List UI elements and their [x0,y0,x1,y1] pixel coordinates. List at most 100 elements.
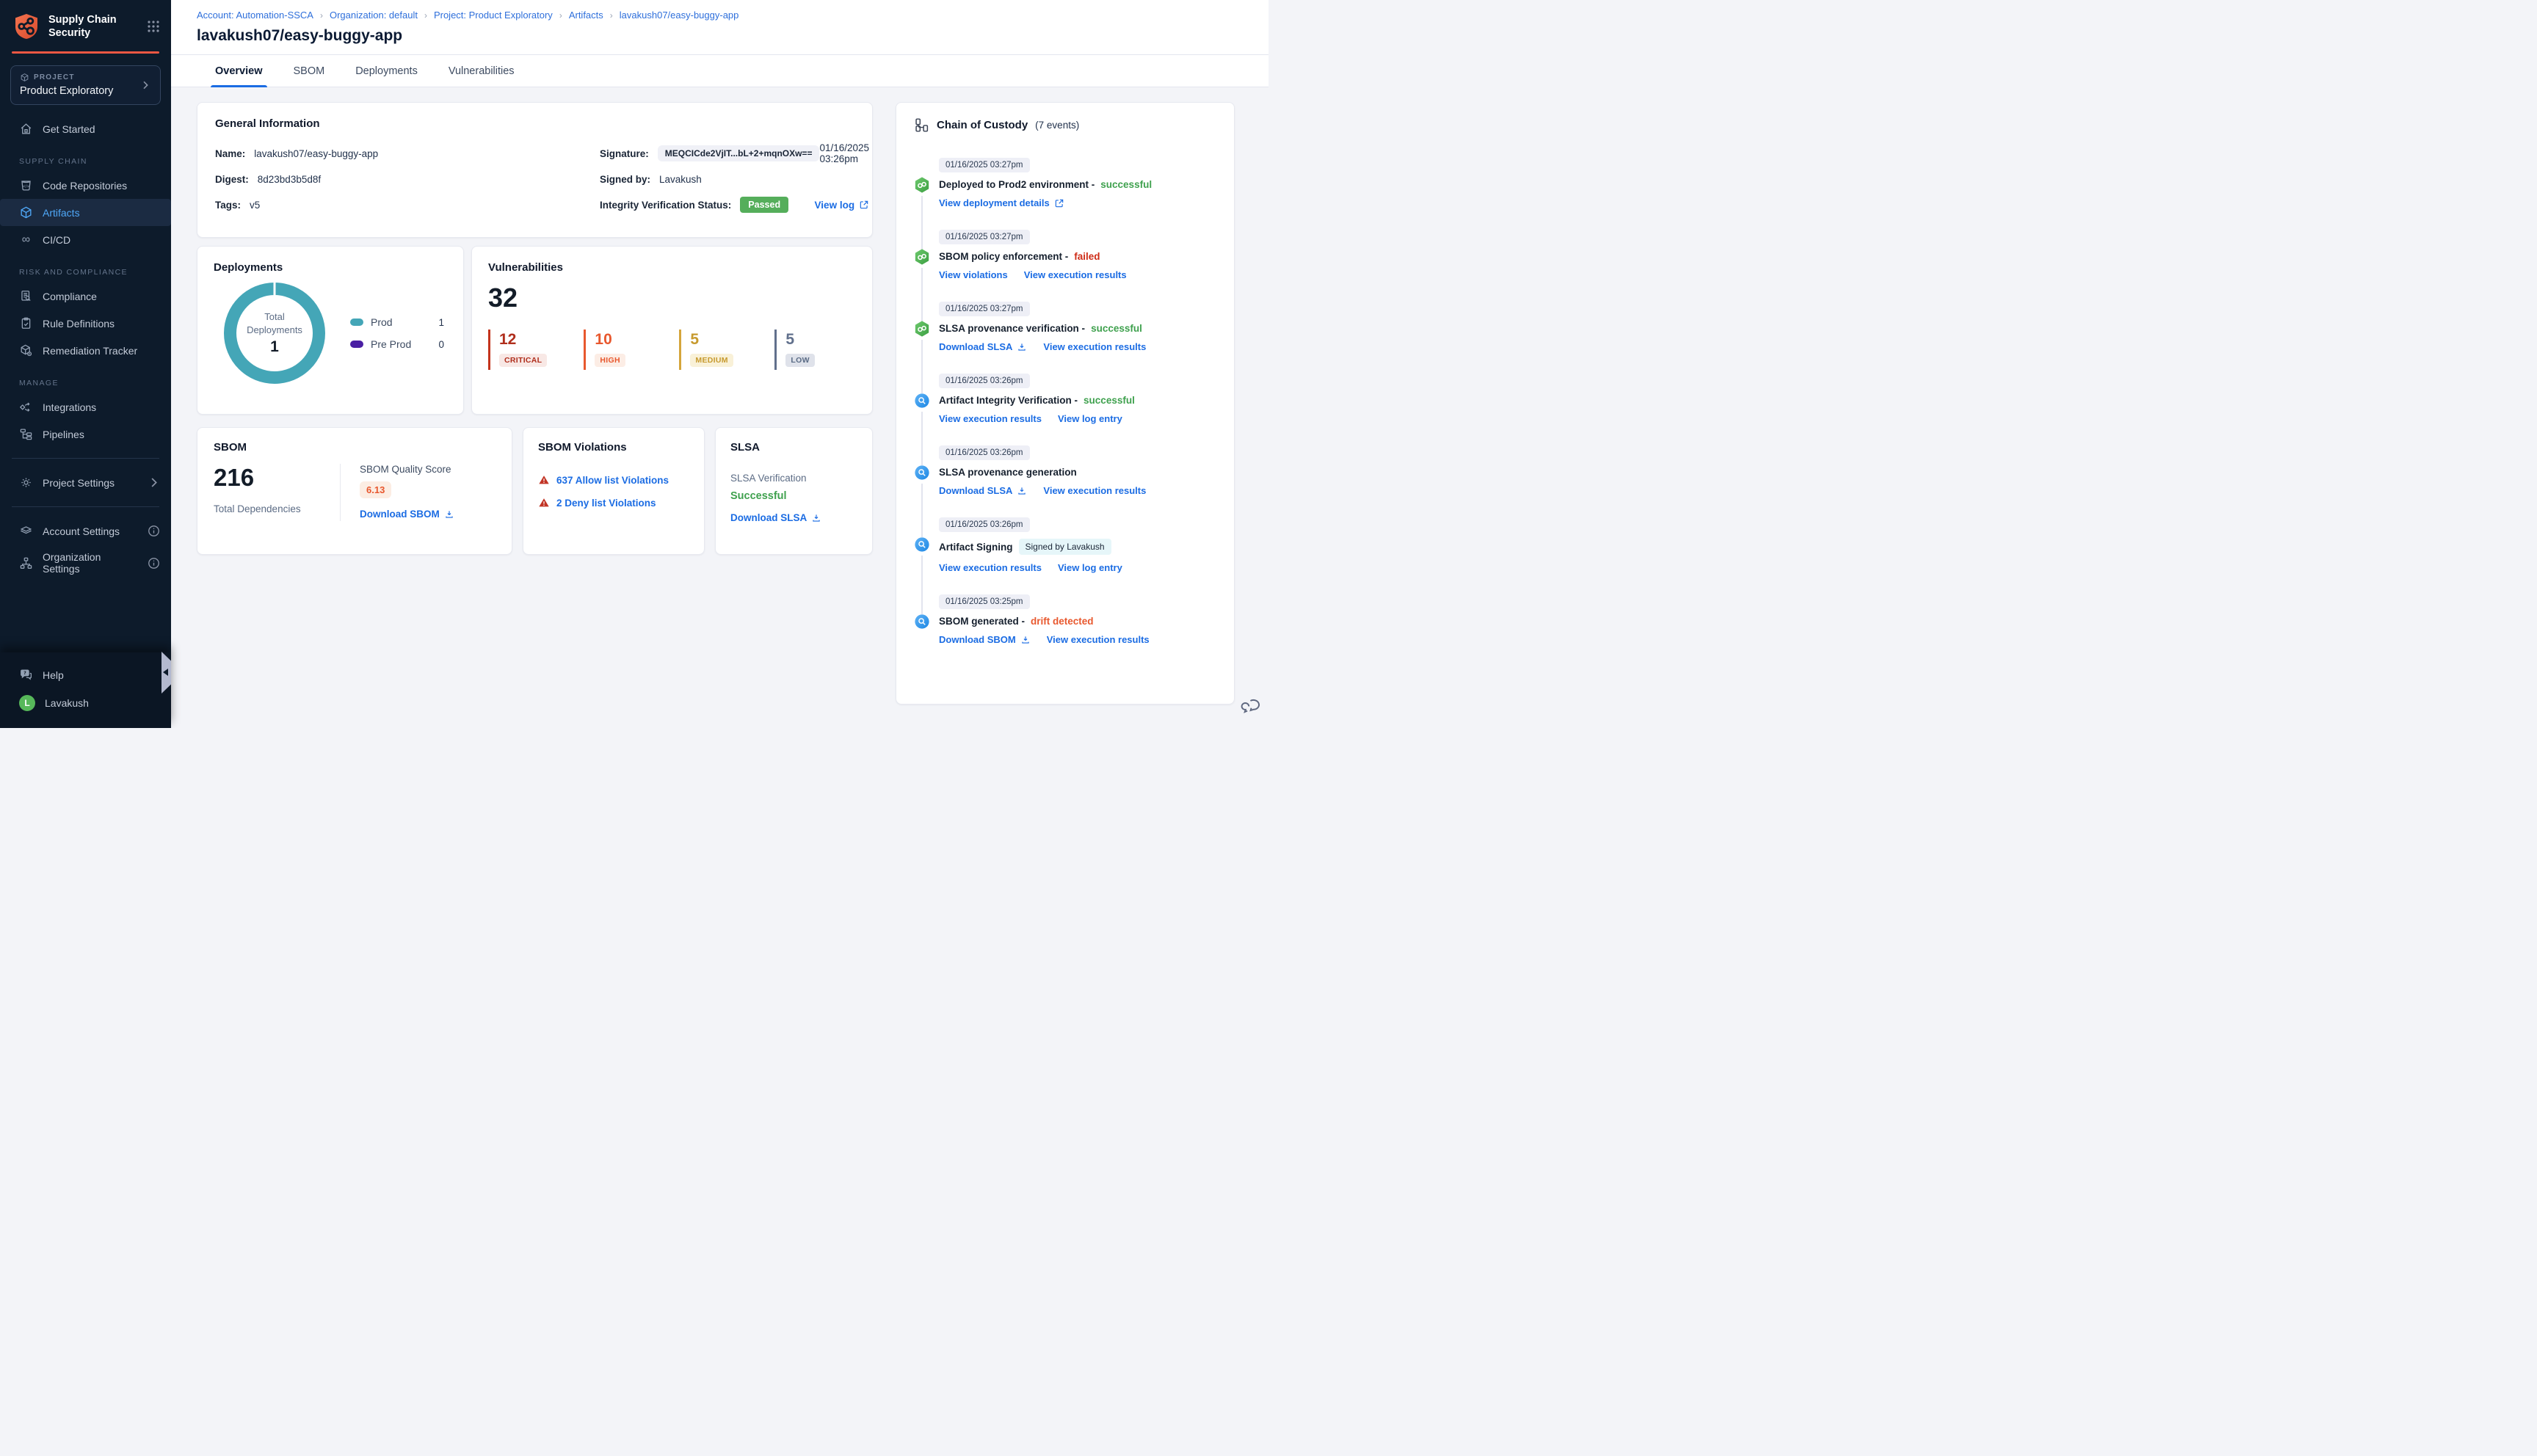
event-timestamp: 01/16/2025 03:27pm [939,158,1030,172]
download-slsa-link[interactable]: Download SLSA [730,512,821,523]
view-execution-results-link[interactable]: View execution results [1043,485,1147,496]
sbom-violations-title: SBOM Violations [538,441,627,454]
sidebar-item-account-settings[interactable]: Account Settings [0,517,171,545]
tab-overview[interactable]: Overview [211,58,266,87]
chain-of-custody-title: Chain of Custody [937,119,1028,131]
event-title: SBOM policy enforcement - [939,251,1069,262]
breadcrumb-organization[interactable]: Organization: default [329,10,418,21]
scan-step-icon [915,537,929,552]
donut-center-label-2: Deployments [247,324,302,335]
project-label: PROJECT [34,73,75,81]
clipboard-check-icon [21,317,31,329]
view-execution-results-link[interactable]: View execution results [1046,634,1150,645]
collapse-left-arrow-icon [163,669,168,676]
breadcrumb-artifact-name[interactable]: lavakush07/easy-buggy-app [619,10,739,21]
sidebar-item-rule-definitions[interactable]: Rule Definitions [0,310,171,337]
sidebar-item-pipelines[interactable]: Pipelines [0,421,171,448]
slsa-verification-label: SLSA Verification [730,473,807,484]
tags-label: Tags: [215,199,242,211]
event-timestamp: 01/16/2025 03:27pm [939,302,1030,316]
event-title: Artifact Integrity Verification - [939,395,1078,406]
view-log-entry-link[interactable]: View log entry [1057,562,1122,573]
download-icon [813,514,820,522]
tab-vulnerabilities[interactable]: Vulnerabilities [448,65,515,77]
event-timestamp: 01/16/2025 03:27pm [939,230,1030,244]
user-menu[interactable]: L Lavakush [0,688,171,718]
digest-value: 8d23bd3b5d8f [257,173,322,185]
view-log-entry-link[interactable]: View log entry [1057,413,1122,424]
scan-step-icon [915,614,929,629]
sidebar-divider [12,458,159,459]
severity-critical: 12 CRITICAL [488,330,548,370]
sbom-card: SBOM 216 Total Dependencies SBOM Quality… [197,427,512,555]
vulnerabilities-title: Vulnerabilities [488,261,563,274]
scan-step-icon [915,393,929,408]
integrity-status-label: Integrity Verification Status: [600,199,732,211]
view-execution-results-link[interactable]: View execution results [939,562,1042,573]
sbom-total-label: Total Dependencies [214,503,301,514]
pre-prod-swatch [350,341,363,348]
info-icon [148,525,159,536]
breadcrumb-account[interactable]: Account: Automation-SSCA [197,10,313,21]
view-execution-results-link[interactable]: View execution results [939,413,1042,424]
signature-timestamp: 01/16/2025 03:26pm [819,142,870,164]
compliance-doc-icon [21,291,31,301]
breadcrumb-project[interactable]: Project: Product Exploratory [433,10,553,21]
sidebar-divider [12,506,159,507]
tab-deployments[interactable]: Deployments [355,65,418,77]
sidebar-item-artifacts[interactable]: Artifacts [0,199,171,226]
view-execution-results-link[interactable]: View execution results [1043,341,1147,352]
view-deployment-details-link[interactable]: View deployment details [939,197,1064,208]
severity-medium: 5 MEDIUM [679,330,738,370]
sidebar: Supply Chain Security PROJECT Product Ex… [0,0,171,728]
sidebar-item-get-started[interactable]: Get Started [0,115,171,142]
sbom-violations-card: SBOM Violations 637 Allow list Violation… [523,427,705,555]
vulnerabilities-card: Vulnerabilities 32 12 CRITICAL 10 HIGH [471,246,873,415]
legend-item-pre-prod: Pre Prod 0 [350,338,444,350]
view-execution-results-link[interactable]: View execution results [1023,269,1127,280]
sidebar-item-cicd[interactable]: ∞ CI/CD [0,226,171,253]
tab-sbom[interactable]: SBOM [293,65,325,77]
deployments-title: Deployments [214,261,283,274]
legend-item-prod: Prod 1 [350,316,444,328]
sidebar-item-compliance[interactable]: Compliance [0,283,171,310]
section-risk-compliance: RISK AND COMPLIANCE [19,268,128,277]
view-log-link[interactable]: View log [815,200,870,211]
event-timestamp: 01/16/2025 03:26pm [939,374,1030,388]
name-label: Name: [215,148,246,159]
signature-value[interactable]: MEQCICde2VjIT...bL+2+mqnOXw== [657,145,820,161]
artifacts-cube-icon [21,206,32,219]
severity-row: 12 CRITICAL 10 HIGH 5 MEDIUM [488,330,856,370]
download-sbom-link[interactable]: Download SBOM [939,634,1031,645]
download-slsa-link[interactable]: Download SLSA [939,341,1027,352]
help-button[interactable]: ? Help [0,661,171,688]
name-value: lavakush07/easy-buggy-app [254,148,379,159]
download-sbom-link[interactable]: Download SBOM [360,509,454,520]
sidebar-item-integrations[interactable]: Integrations [0,393,171,421]
page-title: lavakush07/easy-buggy-app [197,27,403,44]
download-icon [1022,636,1029,644]
donut-notch [273,283,276,295]
breadcrumb-artifacts[interactable]: Artifacts [568,10,603,21]
download-icon [1018,343,1026,351]
sidebar-item-code-repositories[interactable]: </> Code Repositories [0,172,171,199]
event-timestamp: 01/16/2025 03:25pm [939,594,1030,609]
pipelines-icon [20,429,32,440]
view-violations-link[interactable]: View violations [939,269,1008,280]
chain-events-count: (7 events) [1035,120,1080,131]
sidebar-item-remediation-tracker[interactable]: Remediation Tracker [0,337,171,364]
project-selector[interactable]: PROJECT Product Exploratory [10,65,161,105]
sidebar-item-project-settings[interactable]: Project Settings [0,469,171,496]
deny-list-violations-link[interactable]: 2 Deny list Violations [556,497,656,509]
module-grid-icon[interactable] [146,19,161,34]
feedback-chat-icon[interactable] [1241,696,1263,718]
donut-center-value: 1 [270,338,279,355]
sidebar-collapse-handle[interactable] [161,652,171,694]
download-slsa-link[interactable]: Download SLSA [939,485,1027,496]
allow-list-violations-link[interactable]: 637 Allow list Violations [556,474,669,486]
chain-events-timeline: 01/16/2025 03:27pm Deployed to Prod2 env… [914,158,1216,645]
sidebar-item-organization-settings[interactable]: Organization Settings [0,545,171,581]
breadcrumb-separator: › [559,10,562,21]
prod-swatch [350,318,363,326]
app-window: Supply Chain Security PROJECT Product Ex… [0,0,1268,728]
